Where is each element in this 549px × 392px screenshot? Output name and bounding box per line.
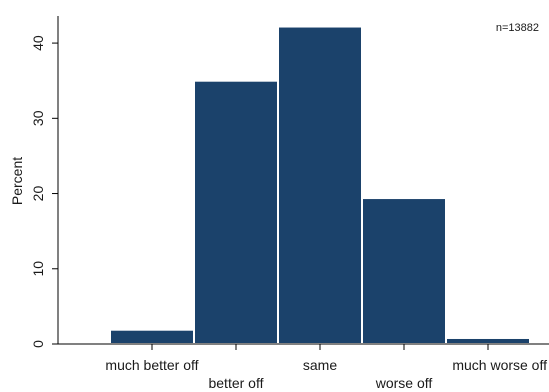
- x-tick-label-0: much better off: [105, 357, 198, 373]
- y-tick-label-40: 40: [30, 35, 46, 51]
- x-tick-label-4: much worse off: [452, 357, 547, 373]
- y-axis-title: Percent: [9, 157, 25, 205]
- bar-0: [109, 328, 195, 345]
- x-ticks-layer: much better off better off same worse off mu…: [105, 344, 547, 391]
- sample-size-note: n=13882: [496, 22, 539, 34]
- y-tick-label-30: 30: [30, 110, 46, 126]
- y-ticks-layer: 0 10 20 30 40: [30, 35, 58, 348]
- y-tick-label-10: 10: [30, 261, 46, 277]
- bar-3: [361, 197, 447, 345]
- y-tick-label-20: 20: [30, 186, 46, 202]
- bar-2: [277, 25, 363, 346]
- x-tick-label-1: better off: [208, 375, 263, 391]
- bars-layer: [109, 25, 531, 346]
- x-tick-label-3: worse off: [375, 375, 433, 391]
- y-tick-label-0: 0: [30, 340, 46, 348]
- x-tick-label-2: same: [303, 357, 337, 373]
- bar-1: [193, 79, 279, 346]
- bar-4: [445, 336, 531, 346]
